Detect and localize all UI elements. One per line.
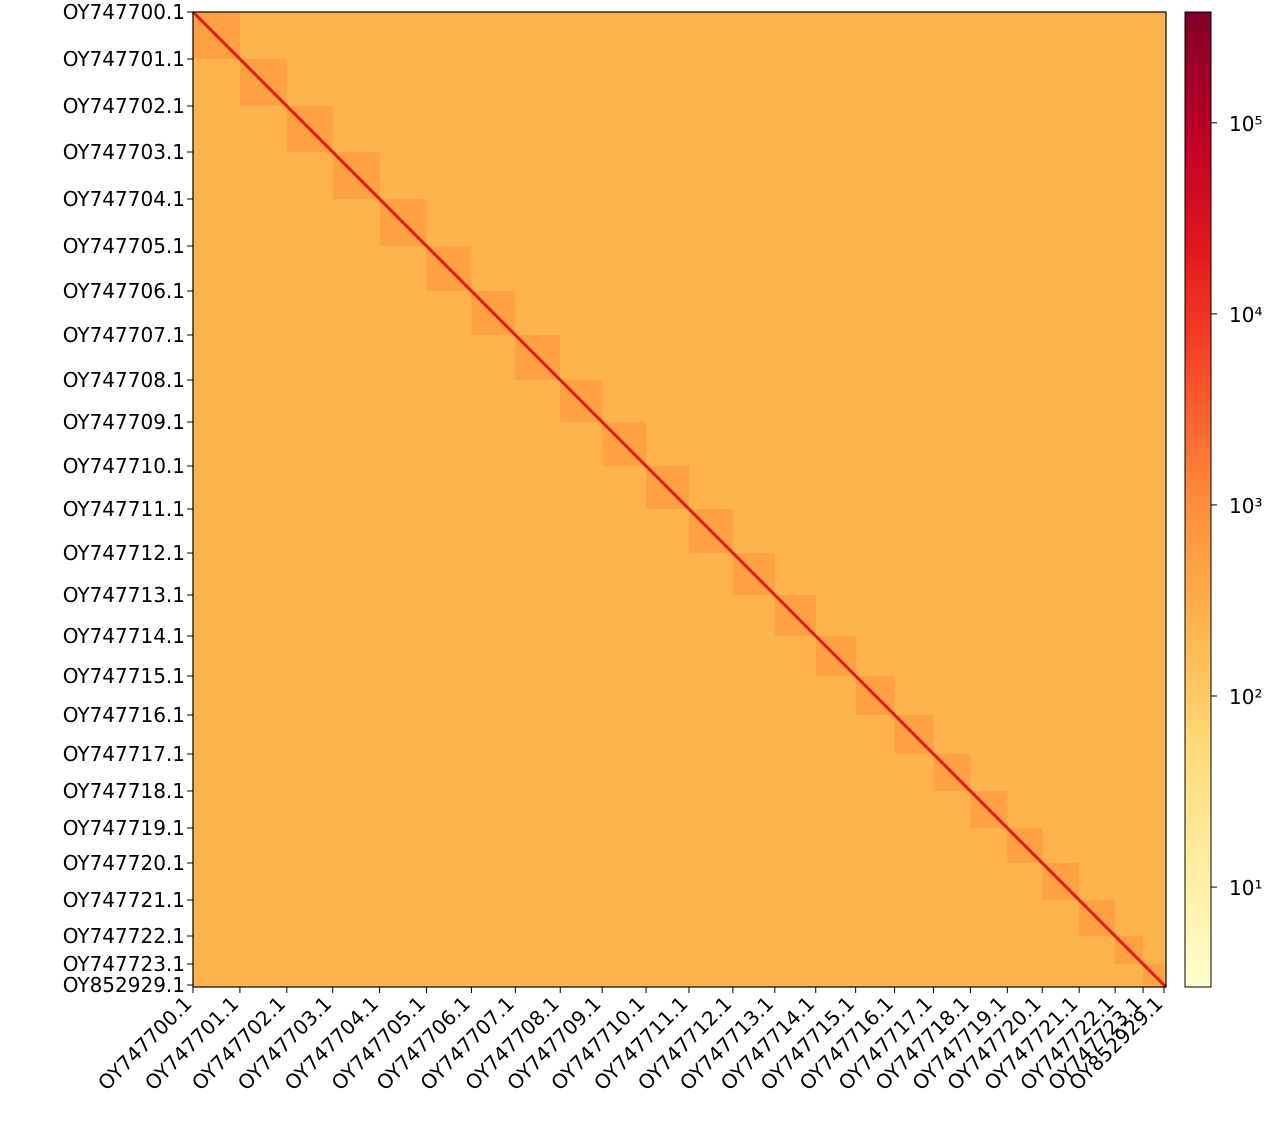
y-tick-label: OY747707.1: [63, 323, 185, 347]
y-tick-label: OY747711.1: [63, 497, 185, 521]
y-tick-label: OY747712.1: [63, 541, 185, 565]
colorbar-tick-label: 10³: [1229, 494, 1262, 518]
y-tick-label: OY747718.1: [63, 779, 185, 803]
y-tick-label: OY747714.1: [63, 624, 185, 648]
colorbar-tick-label: 10²: [1229, 685, 1262, 709]
y-tick-label: OY747701.1: [63, 47, 185, 71]
y-tick-label: OY747706.1: [63, 279, 185, 303]
y-tick-label: OY852929.1: [63, 973, 185, 997]
colorbar-tick-label: 10¹: [1229, 876, 1262, 900]
y-tick-label: OY747700.1: [63, 0, 185, 24]
y-tick-label: OY747717.1: [63, 742, 185, 766]
y-tick-label: OY747715.1: [63, 664, 185, 688]
y-tick-label: OY747720.1: [63, 851, 185, 875]
y-tick-label: OY747709.1: [63, 410, 185, 434]
y-tick-label: OY747703.1: [63, 140, 185, 164]
colorbar-tick-label: 10⁵: [1229, 112, 1262, 136]
y-tick-label: OY747705.1: [63, 234, 185, 258]
y-tick-label: OY747708.1: [63, 368, 185, 392]
colorbar-tick-label: 10⁴: [1229, 303, 1262, 327]
y-tick-label: OY747722.1: [63, 924, 185, 948]
plot-frame: [192, 11, 1167, 988]
y-tick-label: OY747704.1: [63, 187, 185, 211]
y-tick-label: OY747710.1: [63, 454, 185, 478]
diagonal: [191, 10, 1168, 989]
y-tick-label: OY747716.1: [63, 703, 185, 727]
y-tick-label: OY747702.1: [63, 94, 185, 118]
y-tick-label: OY747721.1: [63, 888, 185, 912]
y-tick-label: OY747723.1: [63, 952, 185, 976]
y-tick-label: OY747713.1: [63, 583, 185, 607]
y-tick-label: OY747719.1: [63, 816, 185, 840]
colorbar: [1184, 11, 1212, 988]
